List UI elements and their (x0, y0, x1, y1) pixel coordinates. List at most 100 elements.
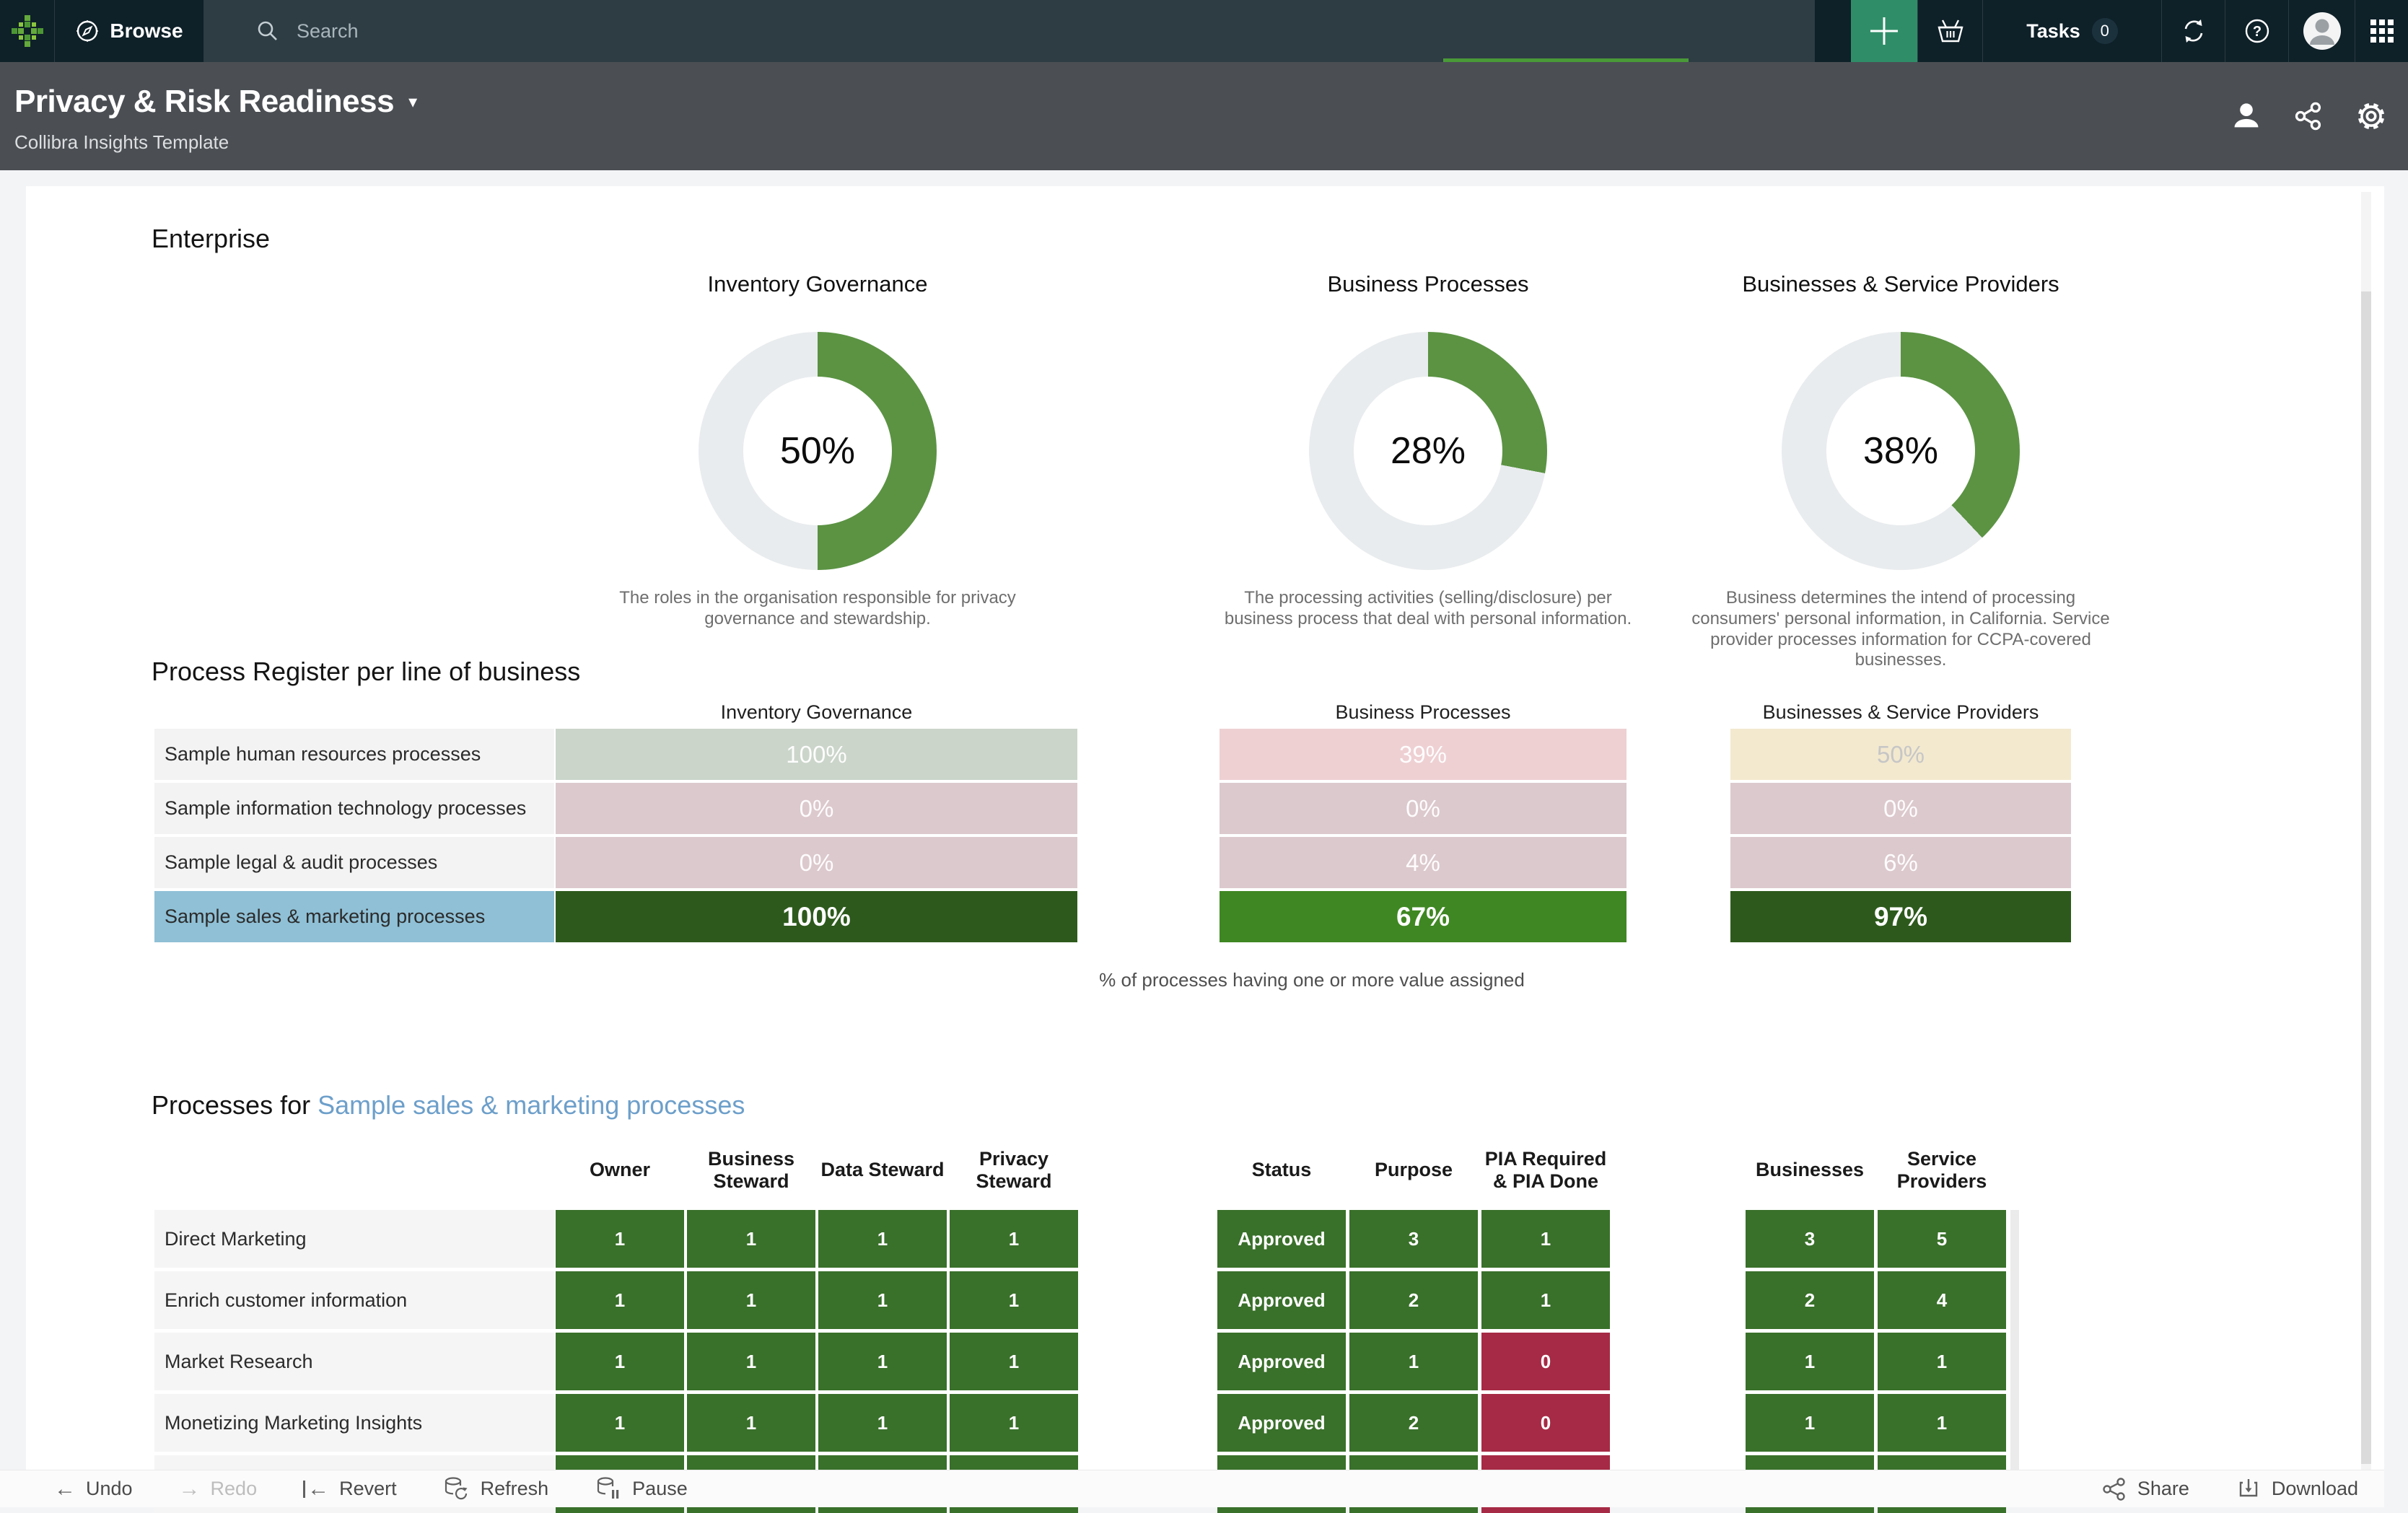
process-cell: 3 (1746, 1210, 1874, 1268)
redo-button[interactable]: → Redo (179, 1478, 258, 1500)
processes-heading: Processes for Sample sales & marketing p… (152, 1090, 745, 1121)
process-cell: 1 (1481, 1271, 1610, 1329)
process-cell: 1 (687, 1333, 815, 1390)
create-asset-button[interactable] (1851, 0, 1917, 62)
processes-col-header: Owner (589, 1159, 651, 1181)
browse-button[interactable]: Browse (55, 0, 204, 62)
tasks-count-badge: 0 (2091, 18, 2118, 44)
process-cell: 5 (1878, 1210, 2006, 1268)
basket-icon (1937, 19, 1963, 43)
revert-button[interactable]: ← Revert (303, 1478, 397, 1500)
browse-label: Browse (110, 19, 183, 42)
page-header: Privacy & Risk Readiness ▾ Collibra Insig… (0, 62, 2408, 170)
process-status-cell: Approved (1217, 1394, 1346, 1452)
process-cell: 1 (1878, 1394, 2006, 1452)
register-col-header: Businesses & Service Providers (1762, 701, 2039, 723)
donut-title: Businesses & Service Providers (1742, 271, 2059, 297)
register-row-label-selected[interactable]: Sample sales & marketing processes (154, 891, 554, 942)
share-button[interactable]: Share (2101, 1476, 2189, 1502)
collibra-logo[interactable] (0, 0, 55, 62)
processes-col-header: Service Providers (1896, 1147, 1987, 1192)
process-cell: 1 (1878, 1333, 2006, 1390)
register-row-label[interactable]: Sample legal & audit processes (154, 837, 554, 888)
process-cell: 1 (556, 1210, 684, 1268)
process-cell: 1 (950, 1271, 1078, 1329)
revert-icon: ← (303, 1478, 329, 1500)
top-nav-right: Tasks 0 ? (1815, 0, 2408, 62)
register-cell[interactable]: 67% (1220, 891, 1627, 942)
register-cell[interactable]: 100% (556, 729, 1077, 780)
svg-text:?: ? (2252, 24, 2261, 40)
user-avatar[interactable] (2288, 0, 2355, 62)
register-col-header: Inventory Governance (720, 701, 913, 723)
search-input[interactable]: Search (204, 0, 1815, 62)
share-label: Share (2137, 1478, 2189, 1499)
help-icon: ? (2245, 19, 2269, 43)
plus-icon (1870, 17, 1898, 45)
register-cell[interactable]: 0% (1730, 783, 2071, 834)
register-cell[interactable]: 50% (1730, 729, 2071, 780)
page-subtitle: Collibra Insights Template (14, 131, 229, 153)
register-cell[interactable]: 0% (556, 837, 1077, 888)
content-scrollbar-thumb[interactable] (2361, 291, 2371, 1464)
process-cell: 1 (950, 1394, 1078, 1452)
download-label: Download (2271, 1478, 2358, 1499)
donut-center: 28% (1354, 377, 1502, 525)
tasks-button[interactable]: Tasks 0 (1982, 0, 2161, 62)
permissions-user-button[interactable] (2230, 100, 2262, 132)
help-button[interactable]: ? (2225, 0, 2288, 62)
process-cell: 1 (950, 1333, 1078, 1390)
process-cell: 1 (1746, 1394, 1874, 1452)
database-pause-icon (597, 1476, 619, 1499)
search-icon (258, 21, 277, 40)
database-refresh-icon (445, 1476, 468, 1499)
donut-description: Business determines the intend of proces… (1691, 588, 2110, 670)
process-cell: 4 (1878, 1271, 2006, 1329)
undo-button[interactable]: ← Undo (54, 1478, 133, 1500)
sync-button[interactable] (2161, 0, 2225, 62)
process-cell: 2 (1349, 1271, 1478, 1329)
register-cell[interactable]: 0% (556, 783, 1077, 834)
donut-center: 38% (1826, 377, 1975, 525)
processes-heading-link[interactable]: Sample sales & marketing processes (318, 1090, 745, 1120)
shopping-basket-button[interactable] (1917, 0, 1982, 62)
register-cell[interactable]: 100% (556, 891, 1077, 942)
register-cell[interactable]: 4% (1220, 837, 1627, 888)
process-cell: 1 (687, 1271, 815, 1329)
processes-table-scrollbar[interactable] (2010, 1210, 2019, 1470)
register-row-label[interactable]: Sample human resources processes (154, 729, 554, 780)
process-cell: 1 (1481, 1210, 1610, 1268)
compass-icon (76, 20, 99, 42)
share-view-button[interactable] (2293, 100, 2324, 132)
process-cell: 2 (1349, 1394, 1478, 1452)
register-cell[interactable]: 0% (1220, 783, 1627, 834)
process-row-label: Monetizing Marketing Insights (154, 1394, 554, 1452)
process-cell: 1 (556, 1333, 684, 1390)
register-cell[interactable]: 6% (1730, 837, 2071, 888)
avatar-icon (2303, 12, 2341, 50)
donut-percent: 50% (779, 430, 856, 472)
download-button[interactable]: Download (2236, 1476, 2358, 1502)
apps-grid-button[interactable] (2355, 0, 2408, 62)
processes-col-header: Business Steward (707, 1147, 795, 1192)
title-dropdown-caret[interactable]: ▾ (408, 92, 418, 112)
apps-grid-icon (2370, 19, 2394, 43)
process-row-label: Enrich customer information (154, 1271, 554, 1329)
process-cell: 1 (818, 1271, 947, 1329)
revert-label: Revert (339, 1478, 397, 1499)
refresh-button[interactable]: Refresh (443, 1475, 548, 1503)
process-status-cell: Approved (1217, 1333, 1346, 1390)
register-cell[interactable]: 39% (1220, 729, 1627, 780)
process-status-cell: Approved (1217, 1210, 1346, 1268)
process-cell: 3 (1349, 1210, 1478, 1268)
donut-title: Business Processes (1327, 271, 1529, 297)
settings-button[interactable] (2355, 100, 2388, 133)
processes-col-header: Privacy Steward (976, 1147, 1052, 1192)
process-cell: 1 (687, 1394, 815, 1452)
register-row-label[interactable]: Sample information technology processes (154, 783, 554, 834)
donut-business-processes: Business Processes 28% The processing ac… (1204, 271, 1652, 675)
register-cell[interactable]: 97% (1730, 891, 2071, 942)
pause-label: Pause (632, 1478, 688, 1499)
pause-button[interactable]: Pause (595, 1475, 688, 1503)
undo-icon: ← (54, 1476, 76, 1501)
